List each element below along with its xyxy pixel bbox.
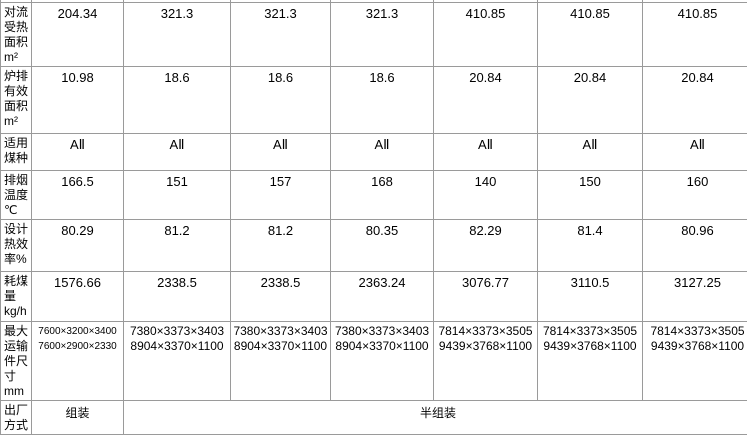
cell-design-thermal-efficiency-c4: 80.35 (330, 219, 434, 272)
cell-exhaust-gas-temperature-c7: 160 (642, 170, 747, 220)
cell-applicable-coal-type-c5: AⅡ (433, 133, 538, 171)
cell-design-thermal-efficiency-c1: 80.29 (31, 219, 124, 272)
cell-applicable-coal-type-c7: AⅡ (642, 133, 747, 171)
cell-exhaust-gas-temperature-c5: 140 (433, 170, 538, 220)
cell-convection-heating-area-c5: 410.85 (433, 2, 538, 67)
cell-coal-consumption-c6: 3110.5 (537, 271, 643, 322)
cell-delivery-mode-semi-assembled: 半组装 (123, 400, 747, 435)
label-exhaust-gas-temperature: 排烟 温度 ℃ (0, 170, 32, 220)
cell-grate-effective-area-c3: 18.6 (230, 66, 331, 134)
cell-applicable-coal-type-c3: AⅡ (230, 133, 331, 171)
table-row: 炉排 有效 面积 m² 10.98 18.6 18.6 18.6 20.84 2… (0, 66, 747, 134)
cell-convection-heating-area-c4: 321.3 (330, 2, 434, 67)
label-convection-heating-area: 对流 受热 面积 m² (0, 2, 32, 67)
cell-max-transport-dimensions-c5: 7814×3373×3505 9439×3768×1100 (433, 321, 538, 401)
cell-max-transport-dimensions-c4: 7380×3373×3403 8904×3370×1100 (330, 321, 434, 401)
cell-max-transport-dimensions-c1: 7600×3200×3400 7600×2900×2330 (31, 321, 124, 401)
label-coal-consumption: 耗煤 量 kg/h (0, 271, 32, 322)
cell-design-thermal-efficiency-c5: 82.29 (433, 219, 538, 272)
cell-exhaust-gas-temperature-c1: 166.5 (31, 170, 124, 220)
cell-applicable-coal-type-c4: AⅡ (330, 133, 434, 171)
label-delivery-mode: 出厂 方式 (0, 400, 32, 435)
cell-max-transport-dimensions-c7: 7814×3373×3505 9439×3768×1100 (642, 321, 747, 401)
cell-design-thermal-efficiency-c6: 81.4 (537, 219, 643, 272)
table-row: 适用 煤种 AⅡ AⅡ AⅡ AⅡ AⅡ AⅡ AⅡ (0, 133, 747, 171)
cell-coal-consumption-c2: 2338.5 (123, 271, 231, 322)
cell-max-transport-dimensions-c3: 7380×3373×3403 8904×3370×1100 (230, 321, 331, 401)
cell-design-thermal-efficiency-c7: 80.96 (642, 219, 747, 272)
cell-coal-consumption-c1: 1576.66 (31, 271, 124, 322)
label-grate-effective-area: 炉排 有效 面积 m² (0, 66, 32, 134)
cell-coal-consumption-c4: 2363.24 (330, 271, 434, 322)
cell-coal-consumption-c3: 2338.5 (230, 271, 331, 322)
cell-exhaust-gas-temperature-c6: 150 (537, 170, 643, 220)
cell-grate-effective-area-c6: 20.84 (537, 66, 643, 134)
cell-design-thermal-efficiency-c3: 81.2 (230, 219, 331, 272)
table-row: 最大 运输 件尺 寸 mm 7600×3200×3400 7600×2900×2… (0, 321, 747, 401)
cell-grate-effective-area-c4: 18.6 (330, 66, 434, 134)
cell-max-transport-dimensions-c2: 7380×3373×3403 8904×3370×1100 (123, 321, 231, 401)
cell-grate-effective-area-c5: 20.84 (433, 66, 538, 134)
cell-max-transport-dimensions-c6: 7814×3373×3505 9439×3768×1100 (537, 321, 643, 401)
cell-applicable-coal-type-c2: AⅡ (123, 133, 231, 171)
cell-exhaust-gas-temperature-c3: 157 (230, 170, 331, 220)
cropped-row-border-ticks (0, 0, 747, 2)
table-row: 排烟 温度 ℃ 166.5 151 157 168 140 150 160 (0, 170, 747, 220)
cell-delivery-mode-assembled: 组装 (31, 400, 124, 435)
cell-grate-effective-area-c2: 18.6 (123, 66, 231, 134)
cell-grate-effective-area-c7: 20.84 (642, 66, 747, 134)
table-row: 对流 受热 面积 m² 204.34 321.3 321.3 321.3 410… (0, 2, 747, 67)
cell-coal-consumption-c7: 3127.25 (642, 271, 747, 322)
cell-convection-heating-area-c3: 321.3 (230, 2, 331, 67)
cell-grate-effective-area-c1: 10.98 (31, 66, 124, 134)
label-design-thermal-efficiency: 设计 热效 率% (0, 219, 32, 272)
table-row: 出厂 方式 组装 半组装 (0, 400, 747, 435)
cell-applicable-coal-type-c1: AⅡ (31, 133, 124, 171)
cell-convection-heating-area-c6: 410.85 (537, 2, 643, 67)
cell-applicable-coal-type-c6: AⅡ (537, 133, 643, 171)
cell-convection-heating-area-c7: 410.85 (642, 2, 747, 67)
cell-convection-heating-area-c2: 321.3 (123, 2, 231, 67)
cell-design-thermal-efficiency-c2: 81.2 (123, 219, 231, 272)
table-row: 耗煤 量 kg/h 1576.66 2338.5 2338.5 2363.24 … (0, 271, 747, 322)
cell-coal-consumption-c5: 3076.77 (433, 271, 538, 322)
cell-exhaust-gas-temperature-c2: 151 (123, 170, 231, 220)
label-applicable-coal-type: 适用 煤种 (0, 133, 32, 171)
cell-convection-heating-area-c1: 204.34 (31, 2, 124, 67)
cell-exhaust-gas-temperature-c4: 168 (330, 170, 434, 220)
label-max-transport-dimensions: 最大 运输 件尺 寸 mm (0, 321, 32, 401)
table-row: 设计 热效 率% 80.29 81.2 81.2 80.35 82.29 81.… (0, 219, 747, 272)
